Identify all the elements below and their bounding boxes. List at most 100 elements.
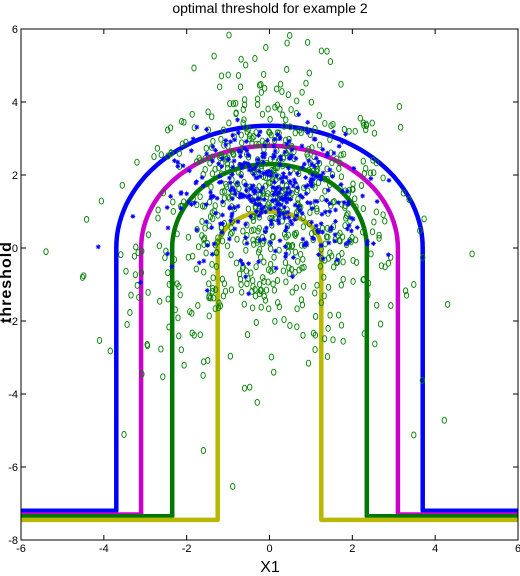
point-asterisk [261,204,267,210]
point-circle [272,317,278,325]
point-circle [293,284,299,292]
point-circle [233,110,239,118]
point-asterisk [273,265,279,271]
point-asterisk [250,166,256,172]
point-asterisk [349,228,354,234]
point-circle [178,346,184,354]
point-circle [283,278,289,286]
point-asterisk [313,174,319,179]
point-circle [158,151,164,159]
point-circle [170,207,176,215]
chart-title: optimal threshold for example 2 [172,0,368,16]
point-circle [303,79,309,87]
point-asterisk [310,172,315,178]
point-circle [203,180,210,188]
point-asterisk [246,163,252,169]
point-circle [190,252,196,260]
point-circle [295,257,301,265]
point-circle [269,233,276,241]
point-circle [127,309,133,316]
point-circle [96,337,103,344]
point-circle [160,373,166,381]
point-circle [400,189,407,197]
point-asterisk [256,169,262,174]
point-circle [217,83,223,91]
point-circle [203,249,209,257]
point-circle [312,289,318,297]
point-circle [228,286,235,294]
point-circle [340,337,346,345]
point-circle [240,119,246,127]
point-asterisk [288,155,294,161]
point-circle [335,311,342,319]
point-circle [274,277,281,284]
point-circle [167,124,174,132]
point-asterisk [297,192,303,198]
point-asterisk [268,218,274,224]
point-circle [187,308,193,316]
point-circle [241,384,248,392]
point-asterisk [315,159,321,165]
point-circle [251,133,257,140]
point-asterisk [299,143,305,149]
point-circle [349,185,356,193]
point-circle [397,123,404,131]
point-circle [244,280,250,288]
point-circle [211,52,217,60]
point-circle [319,194,325,202]
point-asterisk [256,202,261,208]
point-asterisk [250,183,256,189]
point-circle [107,347,113,355]
point-asterisk [229,172,235,177]
point-circle [382,217,388,225]
point-asterisk [293,156,299,161]
point-circle [209,287,216,295]
point-asterisk [305,119,311,125]
point-circle [353,203,359,211]
point-circle [209,170,216,178]
point-asterisk [199,175,205,180]
point-circle [286,264,292,272]
point-asterisk [255,157,261,163]
point-asterisk [257,237,263,243]
point-circle [374,301,380,309]
point-circle [312,331,319,339]
point-circle [265,105,271,113]
point-circle [243,267,249,275]
point-asterisk [276,220,282,226]
point-asterisk [333,218,338,224]
point-asterisk [231,158,237,164]
x-tick-label: -4 [99,543,109,555]
point-asterisk [308,181,314,187]
point-asterisk [256,133,262,138]
point-circle [209,260,215,268]
point-asterisk [256,213,262,219]
point-circle [317,262,324,270]
point-asterisk [271,143,277,149]
point-asterisk [320,229,325,235]
point-circle [338,281,344,289]
point-circle [98,197,105,205]
point-circle [236,270,243,278]
point-circle [378,262,385,270]
point-circle [330,336,336,344]
point-circle [271,368,277,376]
point-asterisk [229,185,235,191]
point-asterisk [272,148,278,154]
point-circle [237,275,244,283]
point-asterisk [169,264,175,269]
point-circle [83,215,90,223]
point-asterisk [283,228,289,233]
point-asterisk [238,258,244,263]
point-asterisk [265,137,270,143]
point-asterisk [268,173,274,179]
point-asterisk [306,158,312,164]
point-circle [324,353,331,361]
point-asterisk [313,155,319,161]
point-circle [294,323,300,331]
point-asterisk [283,193,289,198]
point-asterisk [232,205,237,211]
point-asterisk [196,260,202,266]
point-asterisk [312,136,318,142]
point-circle [201,234,208,242]
